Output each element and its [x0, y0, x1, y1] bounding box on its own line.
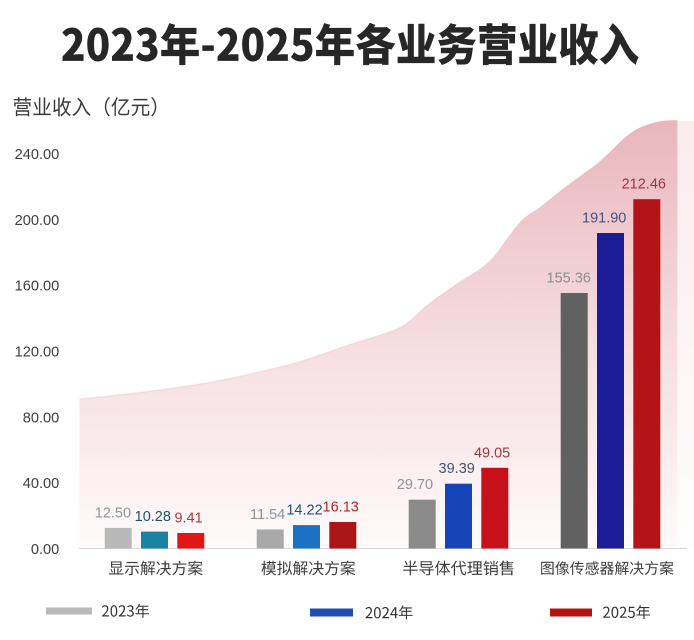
- svg-text:49.05: 49.05: [474, 445, 510, 461]
- svg-text:200.00: 200.00: [15, 213, 60, 229]
- svg-text:11.54: 11.54: [250, 507, 285, 523]
- svg-text:0.00: 0.00: [31, 542, 59, 558]
- svg-text:10.28: 10.28: [135, 509, 171, 525]
- svg-text:9.41: 9.41: [174, 511, 202, 527]
- svg-text:12.50: 12.50: [95, 505, 131, 521]
- svg-text:16.13: 16.13: [323, 500, 359, 516]
- svg-text:212.46: 212.46: [622, 177, 666, 193]
- svg-text:160.00: 160.00: [15, 279, 60, 295]
- svg-text:191.90: 191.90: [582, 211, 626, 227]
- svg-text:120.00: 120.00: [15, 345, 60, 361]
- svg-text:14.22: 14.22: [286, 503, 322, 519]
- svg-text:40.00: 40.00: [23, 476, 60, 492]
- svg-text:240.00: 240.00: [15, 147, 60, 163]
- svg-text:29.70: 29.70: [397, 477, 433, 493]
- svg-text:155.36: 155.36: [547, 271, 591, 287]
- svg-text:39.39: 39.39: [439, 461, 475, 477]
- svg-text:80.00: 80.00: [23, 410, 60, 426]
